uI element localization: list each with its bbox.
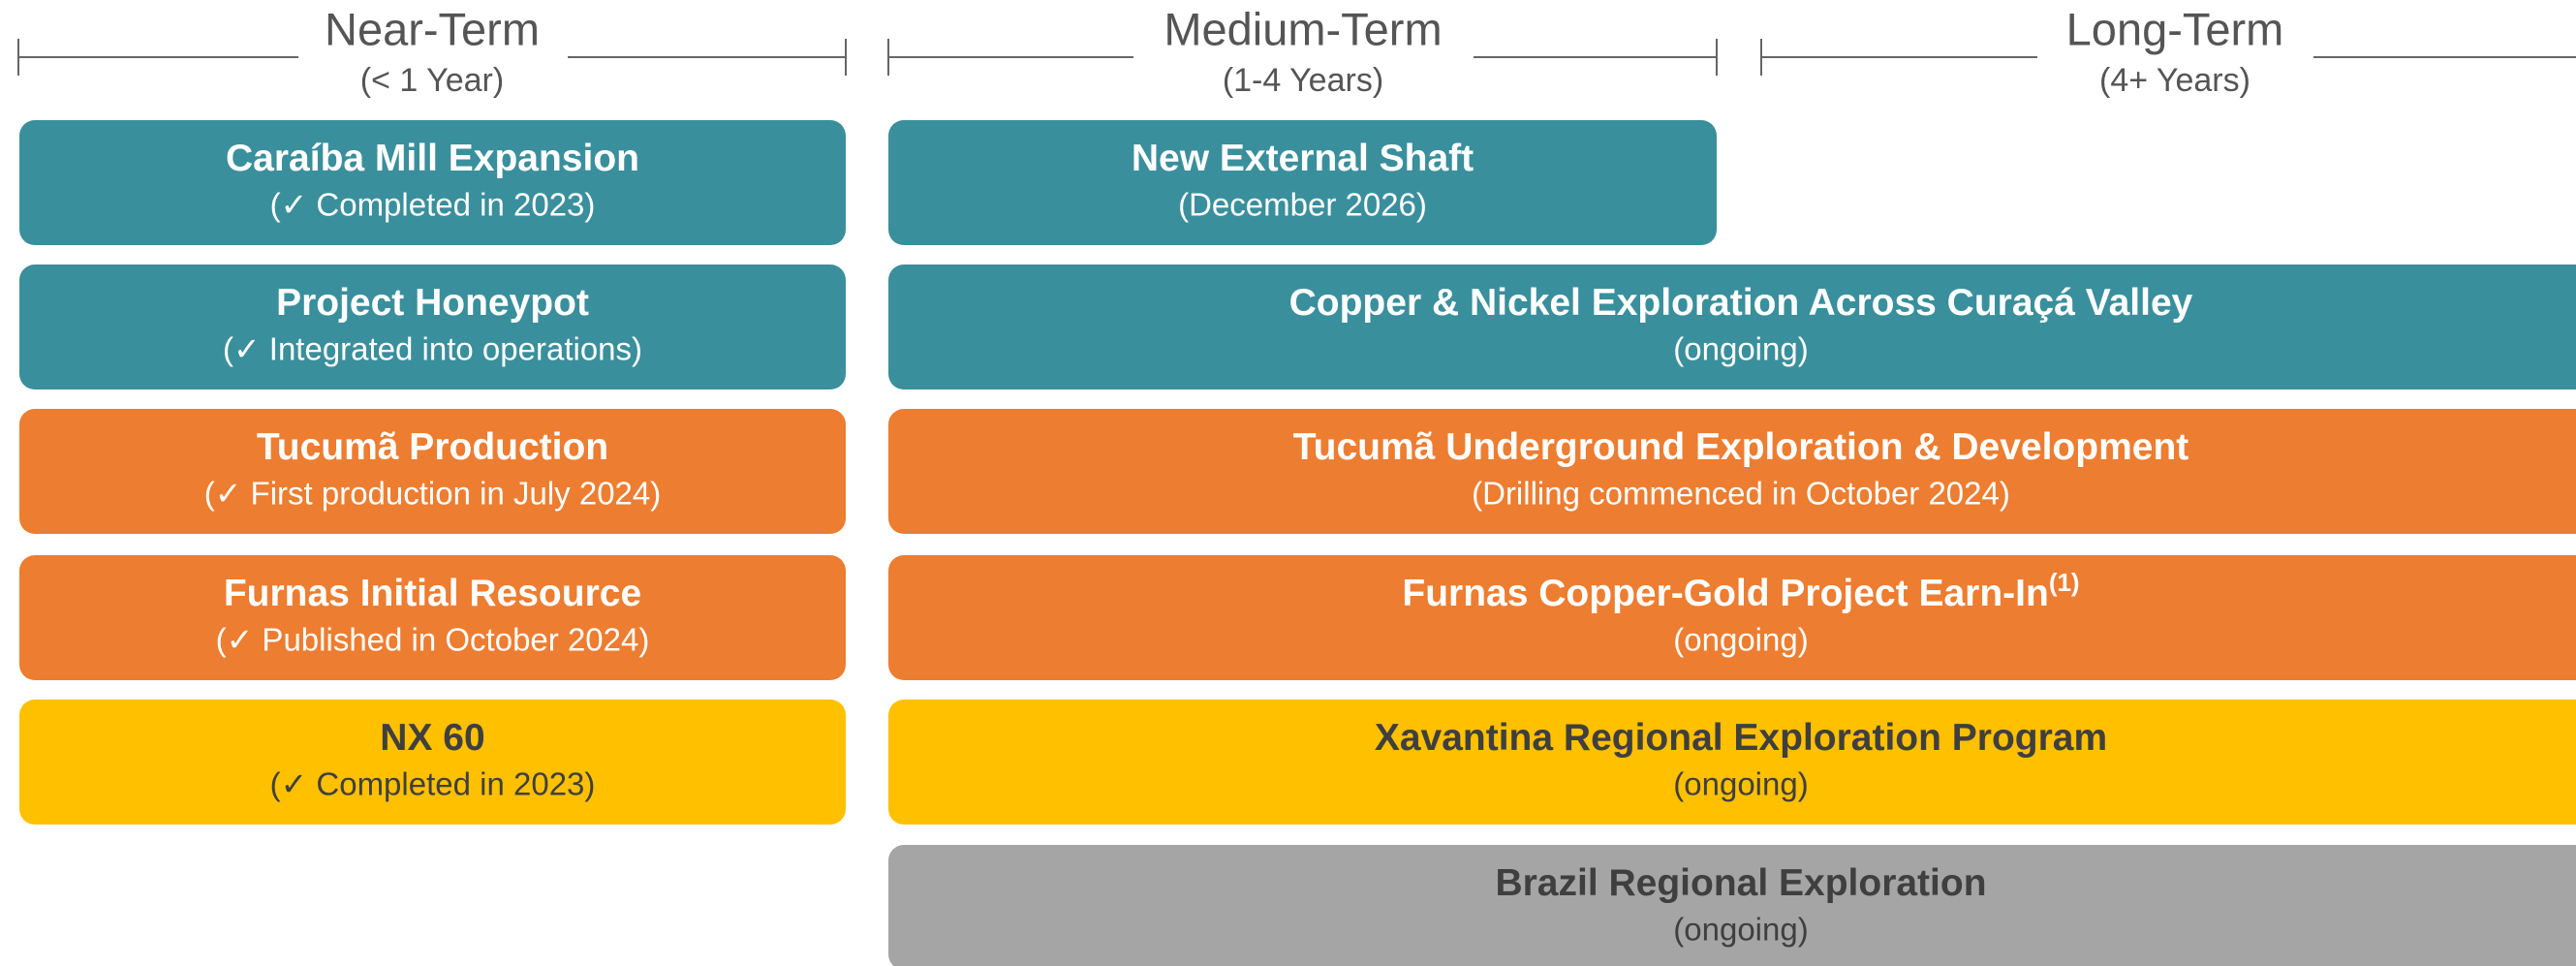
column-title: Long-Term — [2066, 3, 2284, 54]
item-title-text: Project Honeypot — [276, 282, 589, 324]
item-subtitle: (✓ First production in July 2024) — [204, 476, 662, 512]
item-subtitle: (ongoing) — [1673, 912, 1808, 948]
item-superscript: (1) — [2049, 568, 2080, 597]
item-subtitle: (✓ Integrated into operations) — [223, 331, 642, 367]
item-box — [19, 120, 846, 245]
item-box — [888, 265, 2576, 390]
column-title: Near-Term — [325, 3, 540, 54]
item-title: Furnas Initial Resource — [224, 573, 641, 614]
column-subtitle: (4+ Years) — [2099, 62, 2250, 99]
item-title-text: Copper & Nickel Exploration Across Curaç… — [1289, 282, 2193, 324]
column-subtitle: (1-4 Years) — [1223, 62, 1383, 99]
item-box — [888, 555, 2576, 680]
item-subtitle: (December 2026) — [1178, 187, 1427, 223]
item-title: Tucumã Underground Exploration & Develop… — [1293, 426, 2189, 468]
item-box — [19, 409, 846, 534]
item-subtitle: (ongoing) — [1673, 331, 1808, 367]
item-title: NX 60 — [380, 717, 484, 759]
item-title-text: Caraíba Mill Expansion — [226, 138, 639, 179]
item-title-text: Tucumã Underground Exploration & Develop… — [1293, 426, 2189, 468]
item-title: Furnas Copper-Gold Project Earn-In(1) — [1402, 568, 2079, 614]
item-box — [888, 700, 2576, 825]
item-box — [888, 845, 2576, 966]
item-subtitle: (✓ Completed in 2023) — [270, 187, 596, 223]
item-box — [19, 555, 846, 680]
item-title: Caraíba Mill Expansion — [226, 138, 639, 179]
item-title: Copper & Nickel Exploration Across Curaç… — [1289, 282, 2193, 324]
item-box — [888, 120, 1717, 245]
item-box — [19, 700, 846, 825]
item-box — [888, 409, 2576, 534]
item-subtitle: (✓ Published in October 2024) — [216, 622, 650, 658]
item-title: Tucumã Production — [257, 426, 608, 468]
column-title: Medium-Term — [1164, 3, 1442, 54]
item-subtitle: (ongoing) — [1673, 766, 1808, 802]
item-title: Project Honeypot — [276, 282, 589, 324]
column-subtitle: (< 1 Year) — [360, 62, 504, 99]
item-box — [19, 265, 846, 390]
item-title-text: Furnas Initial Resource — [224, 573, 641, 614]
item-title: Xavantina Regional Exploration Program — [1375, 717, 2107, 759]
item-title-text: Brazil Regional Exploration — [1495, 862, 1986, 904]
item-title-text: Xavantina Regional Exploration Program — [1375, 717, 2107, 759]
item-title-text: NX 60 — [380, 717, 484, 759]
item-title: Brazil Regional Exploration — [1495, 862, 1986, 904]
item-title-text: Furnas Copper-Gold Project Earn-In — [1402, 573, 2048, 614]
item-title: New External Shaft — [1132, 138, 1474, 179]
item-title-text: Tucumã Production — [257, 426, 608, 468]
item-title-text: New External Shaft — [1132, 138, 1474, 179]
item-subtitle: (ongoing) — [1673, 622, 1808, 658]
item-subtitle: (✓ Completed in 2023) — [270, 766, 596, 802]
item-subtitle: (Drilling commenced in October 2024) — [1472, 476, 2010, 512]
